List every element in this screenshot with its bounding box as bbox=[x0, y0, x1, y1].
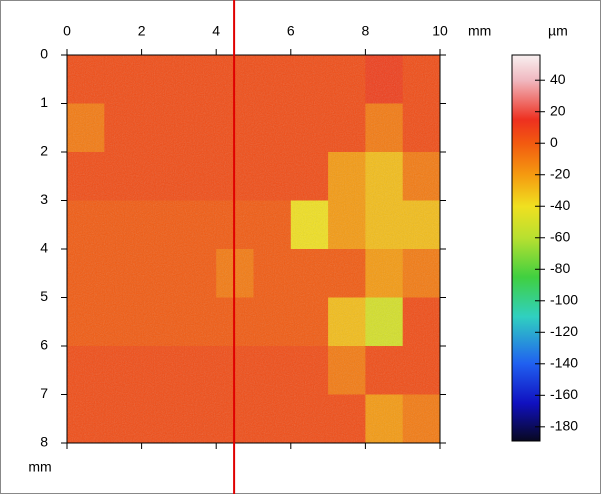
x-tick-label: 10 bbox=[432, 23, 448, 39]
x-tick-label: 4 bbox=[212, 23, 220, 39]
y-tick-label: 2 bbox=[40, 143, 48, 159]
y-tick-label: 7 bbox=[40, 385, 48, 401]
colorbar-tick-label: -160 bbox=[550, 386, 578, 402]
colorbar-tick-label: 0 bbox=[550, 134, 558, 150]
colorbar-tick-label: -60 bbox=[550, 228, 570, 244]
colorbar bbox=[511, 54, 541, 442]
y-tick-label: 5 bbox=[40, 288, 48, 304]
x-tick-label: 8 bbox=[362, 23, 370, 39]
colorbar-tick-label: 40 bbox=[550, 71, 566, 87]
y-tick-label: 4 bbox=[40, 240, 48, 256]
colorbar-tick-label: -100 bbox=[550, 291, 578, 307]
colorbar-title: µm bbox=[548, 23, 568, 39]
colorbar-tick-label: -80 bbox=[550, 260, 570, 276]
x-tick-label: 0 bbox=[63, 23, 71, 39]
y-tick-label: 8 bbox=[40, 434, 48, 450]
colorbar-tick-label: -140 bbox=[550, 355, 578, 371]
x-tick-label: 6 bbox=[287, 23, 295, 39]
y-axis-label: mm bbox=[28, 459, 51, 475]
x-axis-label: mm bbox=[468, 23, 491, 39]
colorbar-tick-label: -120 bbox=[550, 323, 578, 339]
colorbar-tick-label: -180 bbox=[550, 418, 578, 434]
colorbar-tick-label: -20 bbox=[550, 165, 570, 181]
y-tick-label: 3 bbox=[40, 191, 48, 207]
y-tick-label: 1 bbox=[40, 94, 48, 110]
colorbar-tick-label: 20 bbox=[550, 102, 566, 118]
x-tick-label: 2 bbox=[138, 23, 146, 39]
colorbar-tick-label: -40 bbox=[550, 197, 570, 213]
y-tick-label: 0 bbox=[40, 46, 48, 62]
texture bbox=[67, 55, 440, 443]
y-tick-label: 6 bbox=[40, 337, 48, 353]
